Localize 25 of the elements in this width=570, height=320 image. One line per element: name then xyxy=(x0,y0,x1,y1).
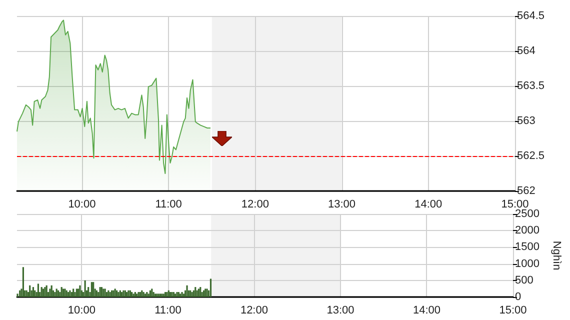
x-tick-label: 12:00 xyxy=(240,304,268,316)
y-tick-label: 1500 xyxy=(515,241,540,254)
x-tick-label: 11:00 xyxy=(154,304,182,316)
y-tick-label: 562 xyxy=(517,185,536,197)
x-tick-label: 13:00 xyxy=(326,304,354,316)
x-tick-label: 10:00 xyxy=(68,198,96,210)
y-tick-label: 2000 xyxy=(515,224,540,237)
y-tick-label: 2500 xyxy=(515,208,540,220)
y-tick-label: 564 xyxy=(517,45,536,57)
x-tick-label: 14:00 xyxy=(412,304,441,316)
y-tick-label: 500 xyxy=(515,274,534,286)
y-axis-title: Nghìn xyxy=(550,240,562,270)
y-tick-label: 564.5 xyxy=(517,10,545,22)
x-tick-label: 11:00 xyxy=(155,198,182,210)
y-tick-label: 1000 xyxy=(515,258,540,270)
x-tick-label: 14:00 xyxy=(414,198,442,210)
y-tick-label: 562.5 xyxy=(517,150,545,162)
y-tick-label: 563 xyxy=(517,115,536,127)
y-tick-label: 563.5 xyxy=(517,80,545,92)
x-tick-label: 13:00 xyxy=(328,198,356,210)
x-tick-label: 15:00 xyxy=(501,198,529,210)
x-tick-label: 12:00 xyxy=(241,198,269,210)
x-tick-label: 10:00 xyxy=(68,304,96,316)
y-tick-label: 0 xyxy=(515,291,522,303)
x-tick-label: 15:00 xyxy=(499,304,527,316)
